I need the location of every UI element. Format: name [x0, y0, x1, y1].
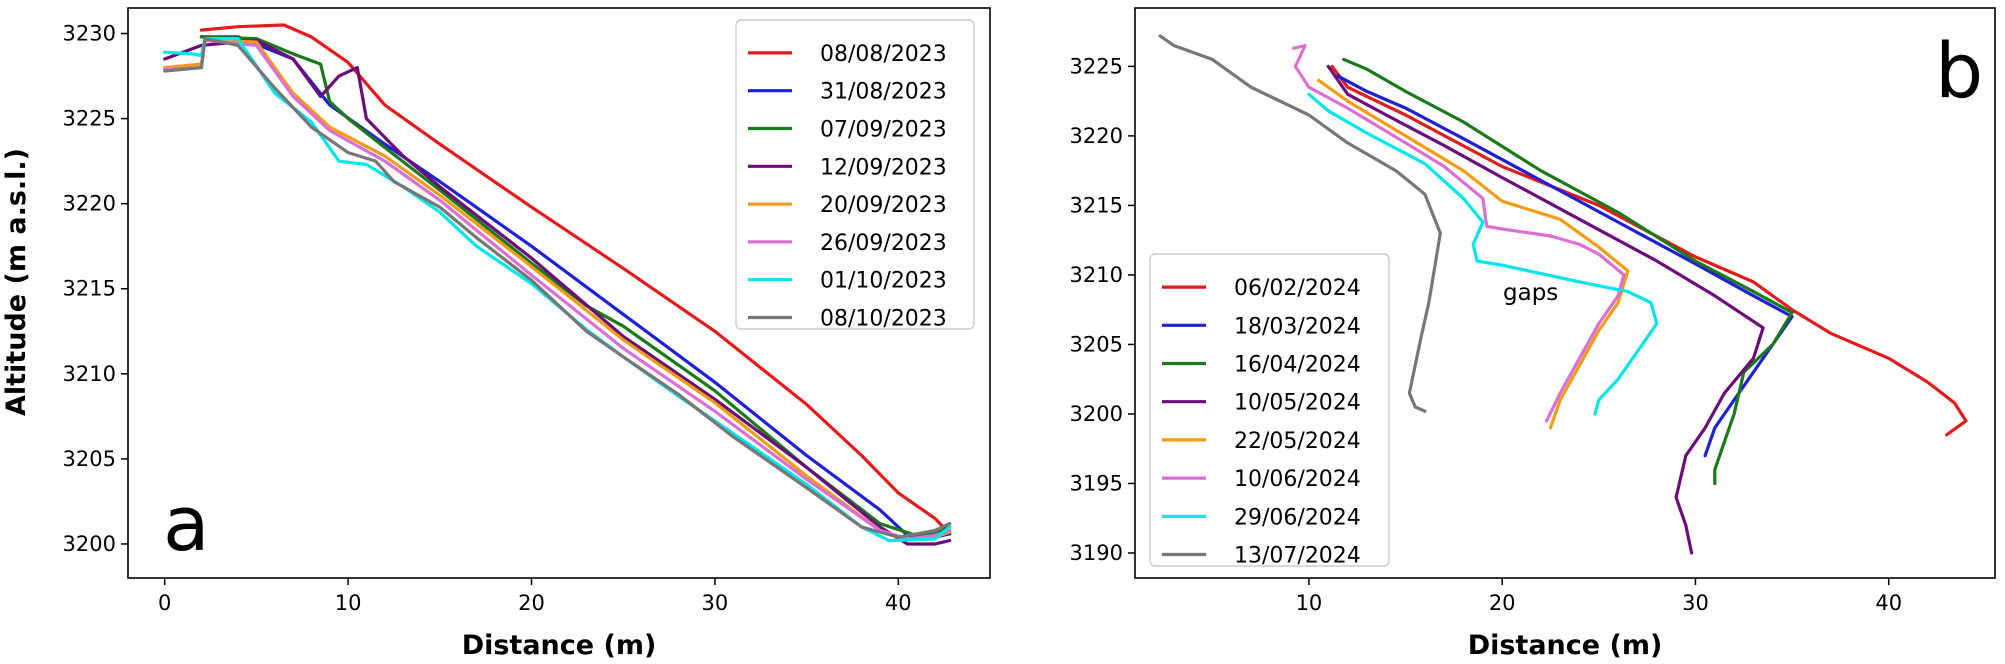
legend-entry: 16/04/2024 [1234, 353, 1361, 378]
y-tick-label: 3215 [63, 277, 116, 301]
panel-b: 10 20 30 40 3190 3195 3200 3205 3210 3215 3220 3225… [1070, 7, 1996, 661]
series-line-08-10-2023 [163, 36, 952, 539]
y-tick-label: 3205 [1070, 332, 1123, 356]
series-line-08-08-2023 [199, 23, 952, 536]
panel-label: a [163, 479, 210, 568]
x-axis-label: Distance (m) [462, 630, 657, 661]
y-tick-label: 3230 [63, 22, 116, 46]
axes-frame [1134, 7, 1996, 579]
series-line-07-09-2023 [199, 35, 952, 538]
x-axis-label: Distance (m) [1468, 630, 1663, 661]
y-tick-label: 3215 [1070, 193, 1123, 217]
x-tick-label: 10 [335, 591, 362, 615]
series-group [163, 23, 952, 546]
legend-entry: 12/09/2023 [820, 155, 947, 180]
x-tick-label: 40 [1875, 591, 1902, 615]
x-tick-label: 30 [702, 591, 729, 615]
y-tick-label: 3200 [63, 532, 116, 556]
gaps-annotation: gaps [1503, 280, 1558, 306]
legend-entry: 01/10/2023 [820, 269, 947, 294]
y-tick-label: 3210 [1070, 263, 1123, 287]
legend-entry: 29/06/2024 [1234, 505, 1361, 530]
panel-a: 0 10 20 30 40 3200 3205 3210 3215 3220 3225 3230 Dis… [1, 7, 991, 661]
y-tick-label: 3210 [63, 362, 116, 386]
legend-entry: 08/10/2023 [820, 307, 947, 332]
legend-entry: 06/02/2024 [1234, 276, 1361, 301]
series-line-13-07-2024 [1158, 34, 1442, 413]
y-tick-label: 3205 [63, 447, 116, 471]
legend-entry: 10/06/2024 [1234, 467, 1361, 492]
legend-entry: 18/03/2024 [1234, 314, 1361, 339]
series-line-16-04-2024 [1342, 57, 1794, 486]
series-line-12-09-2023 [163, 38, 952, 546]
legend-entry: 31/08/2023 [820, 80, 947, 105]
legend-entry: 13/07/2024 [1234, 544, 1361, 569]
panel-label: b [1935, 26, 1983, 115]
legend-entry: 10/05/2024 [1234, 391, 1361, 416]
gap-link [1476, 259, 1629, 293]
y-tick-label: 3195 [1070, 471, 1123, 495]
x-tick-label: 20 [1489, 591, 1516, 615]
x-tick-label: 10 [1296, 591, 1323, 615]
legend-frame [735, 19, 975, 330]
legend-entry: 07/09/2023 [820, 118, 947, 143]
series-group [1158, 34, 1968, 555]
x-tick-label: 20 [518, 591, 545, 615]
y-tick-label: 3220 [63, 192, 116, 216]
y-tick-label: 3225 [63, 107, 116, 131]
legend: 08/08/2023 31/08/2023 07/09/2023 12/09/2023… [735, 19, 975, 332]
series-line-18-03-2024 [1336, 74, 1794, 458]
y-tick-label: 3190 [1070, 541, 1123, 565]
x-tick-label: 40 [885, 591, 912, 615]
x-tick-label: 30 [1682, 591, 1709, 615]
legend: 06/02/2024 18/03/2024 16/04/2024 10/05/2024… [1149, 253, 1390, 569]
y-tick-label: 3225 [1070, 54, 1123, 78]
y-axis-label: Altitude (m a.s.l.) [1, 148, 32, 416]
axes-frame [127, 7, 991, 579]
y-tick-label: 3220 [1070, 124, 1123, 148]
legend-entry: 26/09/2023 [820, 231, 947, 256]
y-tick-label: 3200 [1070, 402, 1123, 426]
series-line-22-05-2024 [1316, 78, 1630, 430]
series-line-10-05-2024 [1326, 64, 1765, 555]
series-line-06-02-2024 [1330, 64, 1968, 437]
x-tick-label: 0 [158, 591, 171, 615]
gap-link [1486, 225, 1551, 238]
legend-frame [1149, 253, 1390, 567]
legend-entry: 22/05/2024 [1234, 429, 1361, 454]
legend-entry: 08/08/2023 [820, 42, 947, 67]
legend-entry: 20/09/2023 [820, 193, 947, 218]
